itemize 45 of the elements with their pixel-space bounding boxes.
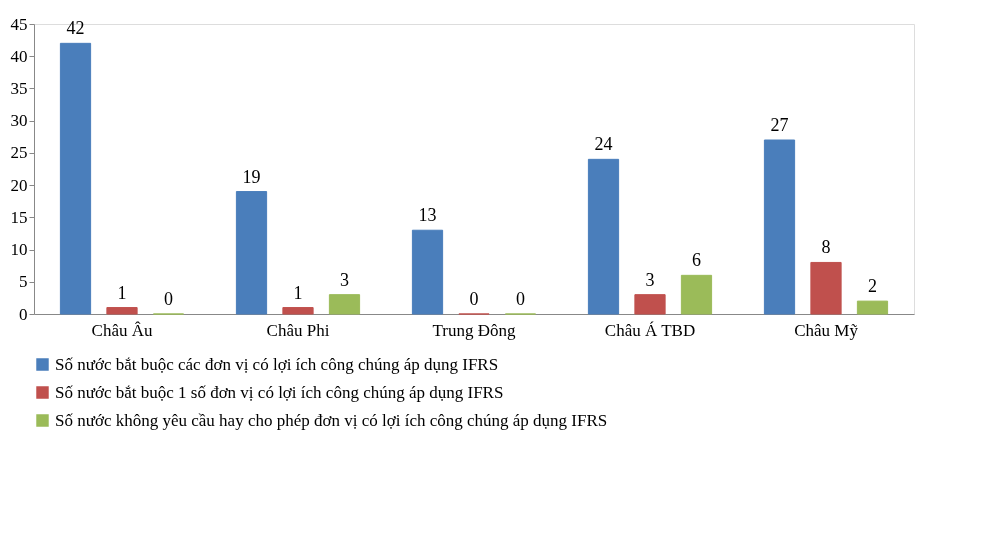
data-label: 27 [770,115,789,135]
data-label: 0 [515,289,525,309]
bar [634,294,666,315]
x-tick-label: Trung Đông [432,320,516,340]
bar [810,261,842,315]
y-tick-label: 5 [19,272,28,292]
data-label: 8 [821,237,831,258]
x-tick-label: Châu Phi [266,320,330,340]
x-tick-label: Châu Mỹ [794,320,859,340]
data-label: 24 [594,134,613,155]
data-label: 19 [242,166,261,187]
data-label: 0 [163,289,173,309]
legend-label: Số nước bắt buộc 1 số đơn vị có lợi ích công chúng áp dụng IFRS [55,382,504,402]
y-tick-label: 0 [19,304,28,324]
y-tick-label: 25 [10,143,28,163]
bar [59,42,92,315]
legend-label: Số nước không yêu cầu hay cho phép đơn vị có lợi ích công chúng áp dụng IFRS [55,410,608,430]
data-label: 1 [117,282,127,303]
bar [856,300,889,315]
bar [235,191,268,315]
bar [411,229,444,315]
x-tick-label: Châu Âu [91,320,153,340]
bar [680,274,713,315]
bar [328,294,361,315]
y-tick-label: 15 [10,207,28,227]
data-label: 42 [66,18,85,39]
bar [587,158,620,315]
y-tick-label: 35 [10,78,28,98]
x-tick-label: Châu Á TBD [604,320,696,340]
y-tick-label: 40 [10,46,28,66]
legend-label: Số nước bắt buộc các đơn vị có lợi ích công chúng áp dụng IFRS [55,354,499,374]
y-tick-label: 20 [10,175,28,195]
data-label: 13 [418,205,437,226]
data-label: 0 [469,289,479,309]
data-label: 6 [691,250,701,271]
y-tick-label: 10 [10,240,28,260]
bar [282,307,314,315]
data-label: 3 [339,269,349,290]
bar [763,139,796,315]
bar [106,307,138,315]
data-label: 2 [867,276,877,297]
data-label: 3 [645,269,655,290]
y-tick-label: 45 [10,14,28,34]
data-label: 1 [293,282,303,303]
y-tick-label: 30 [10,111,28,131]
